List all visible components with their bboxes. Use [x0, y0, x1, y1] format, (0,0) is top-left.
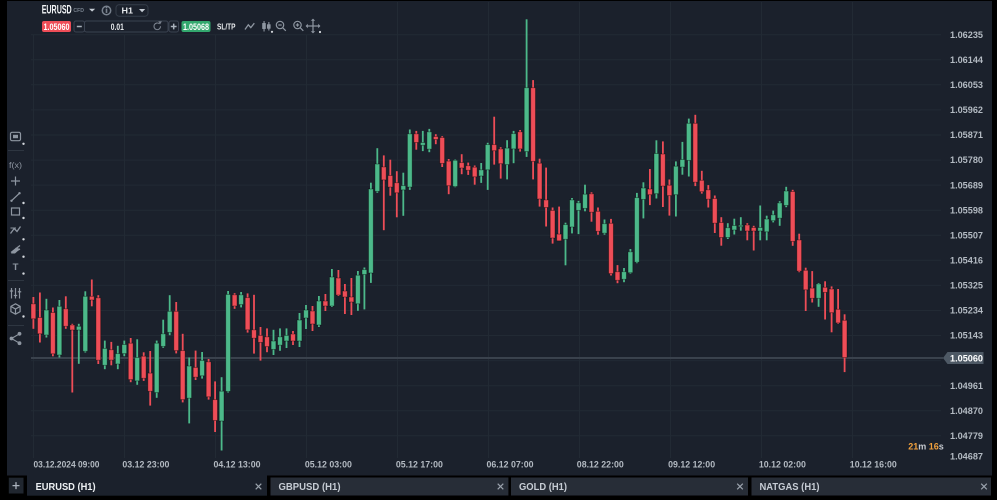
svg-text:03.12.2024 09:00: 03.12.2024 09:00 [34, 459, 100, 469]
svg-text:1.05962: 1.05962 [950, 105, 983, 115]
svg-text:0.01: 0.01 [111, 22, 124, 32]
svg-text:1.05598: 1.05598 [950, 205, 983, 215]
svg-text:06.12 07:00: 06.12 07:00 [487, 459, 534, 469]
svg-text:1.05143: 1.05143 [950, 331, 983, 341]
svg-text:1.05689: 1.05689 [950, 180, 983, 190]
svg-text:10.12 16:00: 10.12 16:00 [850, 459, 897, 469]
svg-text:GBPUSD (H1): GBPUSD (H1) [279, 482, 341, 493]
svg-text:1.04687: 1.04687 [950, 452, 983, 462]
svg-text:1.04779: 1.04779 [950, 431, 983, 441]
svg-text:1.04961: 1.04961 [950, 381, 983, 391]
svg-text:03.12 23:00: 03.12 23:00 [122, 459, 169, 469]
svg-text:05.12 17:00: 05.12 17:00 [396, 459, 443, 469]
svg-text:1.05416: 1.05416 [950, 256, 983, 266]
svg-text:1.05060: 1.05060 [950, 353, 983, 364]
svg-text:1.05060: 1.05060 [44, 22, 70, 33]
svg-text:1.05780: 1.05780 [950, 155, 983, 165]
svg-text:08.12 22:00: 08.12 22:00 [577, 459, 624, 469]
svg-text:EURUSD (H1): EURUSD (H1) [36, 482, 96, 493]
svg-text:GOLD (H1): GOLD (H1) [519, 482, 567, 493]
svg-text:21m 16s: 21m 16s [908, 441, 944, 451]
svg-text:1.05068: 1.05068 [183, 22, 209, 33]
svg-text:f(x): f(x) [9, 160, 22, 170]
svg-text:1.05234: 1.05234 [950, 306, 983, 316]
svg-text:10.12 02:00: 10.12 02:00 [759, 459, 806, 469]
svg-text:1.06235: 1.06235 [950, 30, 983, 40]
svg-text:1.04870: 1.04870 [950, 406, 983, 416]
svg-text:09.12 12:00: 09.12 12:00 [668, 459, 715, 469]
svg-text:1.05325: 1.05325 [950, 281, 983, 291]
svg-text:1.06144: 1.06144 [950, 55, 983, 65]
svg-text:05.12 03:00: 05.12 03:00 [305, 459, 352, 469]
svg-text:EURUSD: EURUSD [42, 3, 72, 17]
svg-text:1.06053: 1.06053 [950, 80, 983, 90]
svg-text:1.05871: 1.05871 [950, 130, 983, 140]
svg-text:04.12 13:00: 04.12 13:00 [214, 459, 261, 469]
svg-text:SL/TP: SL/TP [217, 22, 236, 32]
svg-text:NATGAS (H1): NATGAS (H1) [760, 482, 820, 493]
svg-text:CFD: CFD [73, 8, 84, 14]
svg-text:T: T [13, 262, 19, 273]
svg-text:H1: H1 [122, 6, 134, 16]
svg-text:1.05507: 1.05507 [950, 231, 983, 241]
